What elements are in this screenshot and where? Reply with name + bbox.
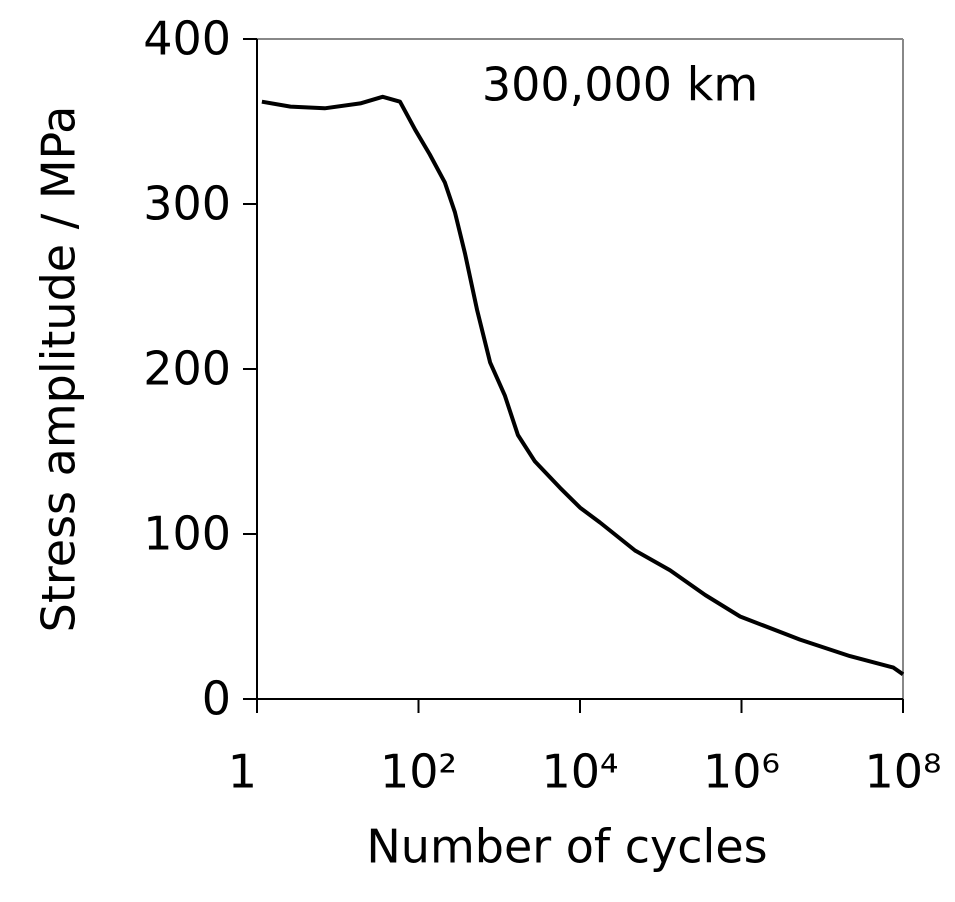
y-tick-label: 200 [143,342,231,396]
y-tick-label: 400 [143,12,231,66]
x-tick-label: 1 [228,745,257,799]
y-tick-label: 300 [143,177,231,231]
x-tick-label: 10⁸ [865,745,942,799]
x-tick-label: 10⁶ [703,745,780,799]
y-tick-label: 100 [143,507,231,561]
data-line [261,94,905,676]
x-tick-label: 10² [380,745,457,799]
y-axis-label: Stress amplitude / MPa [32,106,86,633]
annotation: 300,000 km [482,58,758,112]
x-tick-label: 10⁴ [542,745,619,799]
x-axis-label: Number of cycles [366,820,767,874]
y-tick-label: 0 [202,672,231,726]
